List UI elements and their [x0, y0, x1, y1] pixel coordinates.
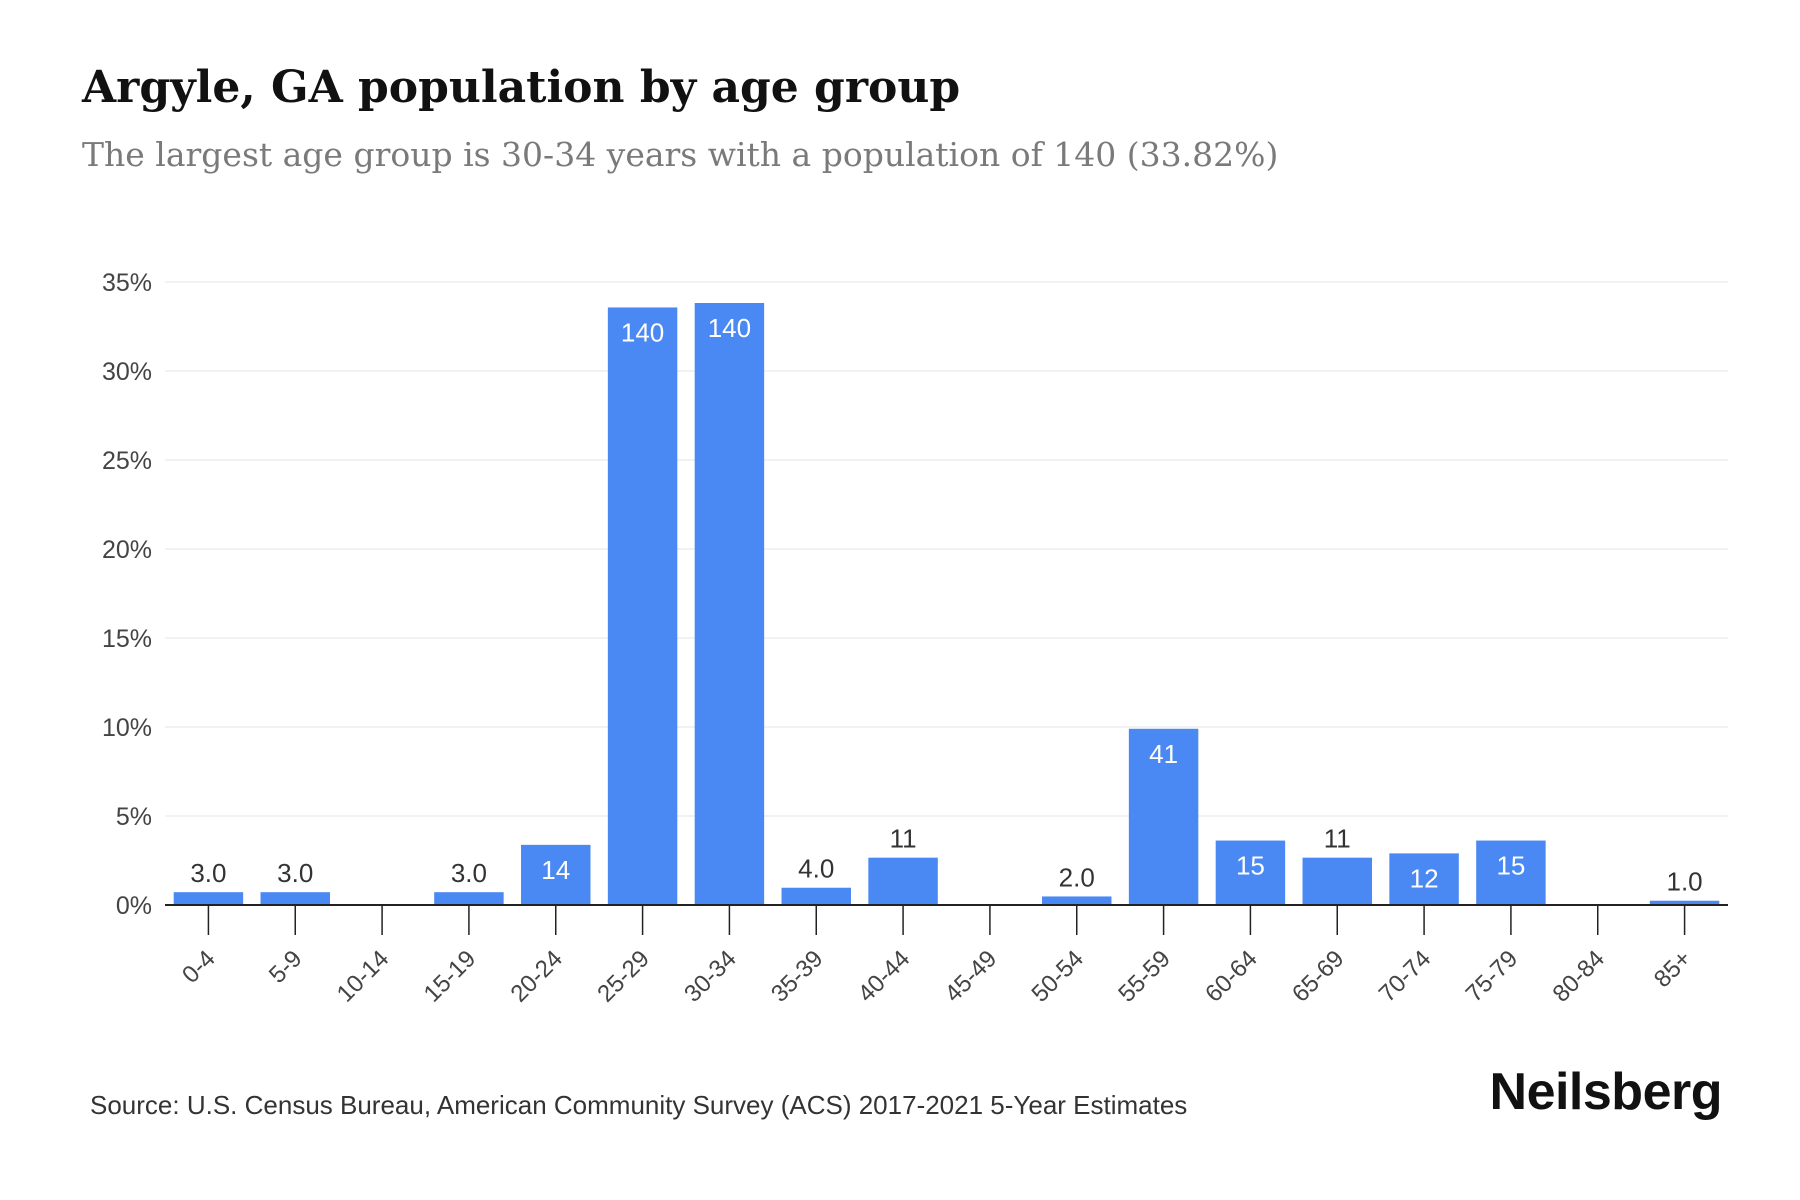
y-tick-label: 30% [102, 358, 152, 386]
x-tick-label: 55-59 [1113, 945, 1176, 1008]
chart-subtitle: The largest age group is 30-34 years wit… [82, 135, 1279, 174]
y-tick-label: 20% [102, 536, 152, 564]
x-tick-label: 80-84 [1547, 945, 1610, 1008]
data-label: 140 [621, 317, 664, 347]
bar [694, 303, 765, 905]
y-axis-ticks: 0% 5% 10% 15% 20% 25% 30% 35% [102, 269, 152, 920]
bar [260, 892, 330, 905]
bar [1042, 896, 1112, 905]
bar [1389, 853, 1459, 905]
x-tick-label: 0-4 [177, 945, 221, 989]
chart-title: Argyle, GA population by age group [82, 62, 961, 113]
brand-logo[interactable]: Neilsberg [1489, 1063, 1723, 1121]
data-label: 15 [1496, 851, 1525, 881]
data-labels: 3.0 3.0 3.0 14 140 140 4.0 11 2.0 41 15 11 12 15 1.0 [190, 313, 1702, 897]
x-tick-label: 45-49 [940, 945, 1003, 1008]
bars [173, 303, 1720, 906]
bar [1302, 857, 1372, 905]
data-label: 15 [1236, 851, 1265, 881]
y-tick-label: 5% [116, 803, 152, 831]
x-tick-label: 40-44 [853, 945, 916, 1008]
data-label: 41 [1149, 739, 1178, 769]
bar [1215, 840, 1286, 905]
x-tick-label: 30-34 [679, 945, 742, 1008]
data-label: 3.0 [277, 858, 313, 888]
source-note: Source: U.S. Census Bureau, American Com… [90, 1090, 1188, 1120]
x-tick-label: 25-29 [592, 945, 655, 1008]
x-tick-label: 20-24 [505, 945, 568, 1008]
y-tick-label: 10% [102, 714, 152, 742]
data-label: 1.0 [1667, 867, 1703, 897]
bar [1649, 900, 1720, 905]
y-tick-label: 35% [102, 269, 152, 297]
data-label: 11 [890, 824, 917, 854]
data-label: 12 [1410, 863, 1439, 893]
data-label: 11 [1324, 824, 1351, 854]
bar [521, 844, 591, 905]
x-tick-label: 50-54 [1026, 945, 1089, 1008]
x-tick-label: 65-69 [1287, 945, 1350, 1008]
bar [1128, 728, 1199, 905]
y-tick-label: 15% [102, 625, 152, 653]
x-tick-label: 75-79 [1461, 945, 1524, 1008]
data-label: 3.0 [190, 858, 226, 888]
y-tick-label: 25% [102, 447, 152, 475]
x-tick-label: 10-14 [332, 945, 395, 1008]
x-tick-label: 70-74 [1374, 945, 1437, 1008]
bar [173, 892, 244, 905]
x-tick-label: 85+ [1649, 945, 1697, 993]
x-tick-label: 35-39 [766, 945, 829, 1008]
y-tick-label: 0% [116, 892, 152, 920]
bar [781, 887, 851, 905]
data-label: 14 [541, 855, 570, 885]
x-tick-label: 15-19 [419, 945, 482, 1008]
data-label: 3.0 [451, 858, 487, 888]
data-label: 2.0 [1059, 862, 1095, 892]
data-label: 4.0 [798, 854, 834, 884]
gridlines [165, 281, 1728, 817]
bar [1476, 840, 1546, 905]
x-tick-label: 60-64 [1200, 945, 1263, 1008]
bar [868, 857, 938, 905]
data-label: 140 [708, 313, 751, 343]
bar [434, 892, 504, 905]
x-tick-label: 5-9 [264, 945, 308, 989]
bar [607, 307, 678, 906]
x-axis: 0-4 5-9 10-14 15-19 20-24 25-29 30-34 35-39 40-4… [165, 904, 1728, 1008]
